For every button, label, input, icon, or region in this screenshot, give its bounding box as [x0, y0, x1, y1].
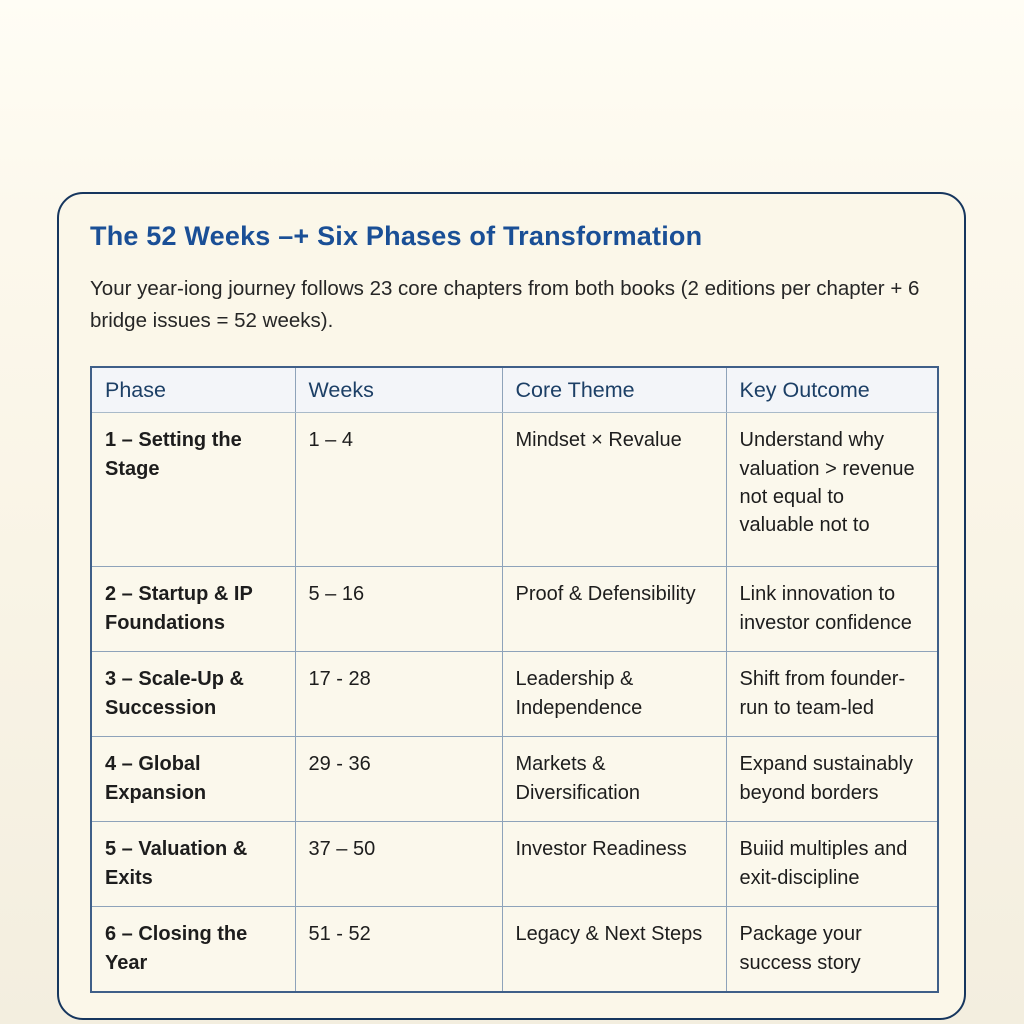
- table-header-row: Phase Weeks Core Theme Key Outcome: [91, 366, 938, 414]
- cell-core-theme: Proof & Defensibility: [501, 566, 727, 653]
- table-row: 4 – Global Expansion 29 - 36 Markets & D…: [91, 736, 938, 823]
- table-row: 2 – Startup & IP Foundations 5 – 16 Proo…: [91, 566, 938, 653]
- column-header-key-outcome: Key Outcome: [725, 366, 938, 414]
- cell-weeks: 29 - 36: [294, 736, 503, 823]
- cell-core-theme: Markets & Diversification: [501, 736, 727, 823]
- table-row: 1 – Setting the Stage 1 – 4 Mindset × Re…: [91, 412, 938, 568]
- page-title: The 52 Weeks –+ Six Phases of Transforma…: [90, 221, 703, 251]
- cell-key-outcome: Buiid multiples and exit-discipline: [725, 821, 938, 908]
- cell-phase: 6 – Closing the Year: [91, 906, 296, 992]
- cell-core-theme: Legacy & Next Steps: [501, 906, 727, 992]
- cell-key-outcome: Expand sustainably beyond borders: [725, 736, 938, 823]
- content-card: The 52 Weeks –+ Six Phases of Transforma…: [57, 192, 966, 1020]
- table-row: 6 – Closing the Year 51 - 52 Legacy & Ne…: [91, 906, 938, 992]
- phases-table: Phase Weeks Core Theme Key Outcome 1 – S…: [90, 365, 939, 993]
- intro-paragraph: Your year-iong journey follows 23 core c…: [90, 277, 920, 333]
- cell-key-outcome: Understand why valuation > revenue not e…: [725, 412, 938, 568]
- cell-key-outcome: Shift from founder-run to team-led: [725, 651, 938, 738]
- cell-weeks: 37 – 50: [294, 821, 503, 908]
- cell-phase: 3 – Scale-Up & Succession: [91, 651, 296, 738]
- column-header-core-theme: Core Theme: [501, 366, 727, 414]
- cell-phase: 2 – Startup & IP Foundations: [91, 566, 296, 653]
- column-header-weeks: Weeks: [294, 366, 503, 414]
- table-row: 3 – Scale-Up & Succession 17 - 28 Leader…: [91, 651, 938, 738]
- cell-core-theme: Leadership & Independence: [501, 651, 727, 738]
- cell-key-outcome: Link innovation to investor confidence: [725, 566, 938, 653]
- cell-weeks: 5 – 16: [294, 566, 503, 653]
- cell-phase: 1 – Setting the Stage: [91, 412, 296, 568]
- cell-phase: 5 – Valuation & Exits: [91, 821, 296, 908]
- cell-weeks: 51 - 52: [294, 906, 503, 992]
- cell-weeks: 17 - 28: [294, 651, 503, 738]
- cell-core-theme: Mindset × Revalue: [501, 412, 727, 568]
- cell-key-outcome: Package your success story: [725, 906, 938, 992]
- cell-phase: 4 – Global Expansion: [91, 736, 296, 823]
- cell-core-theme: Investor Readiness: [501, 821, 727, 908]
- cell-weeks: 1 – 4: [294, 412, 503, 568]
- table-row: 5 – Valuation & Exits 37 – 50 Investor R…: [91, 821, 938, 908]
- column-header-phase: Phase: [91, 366, 296, 414]
